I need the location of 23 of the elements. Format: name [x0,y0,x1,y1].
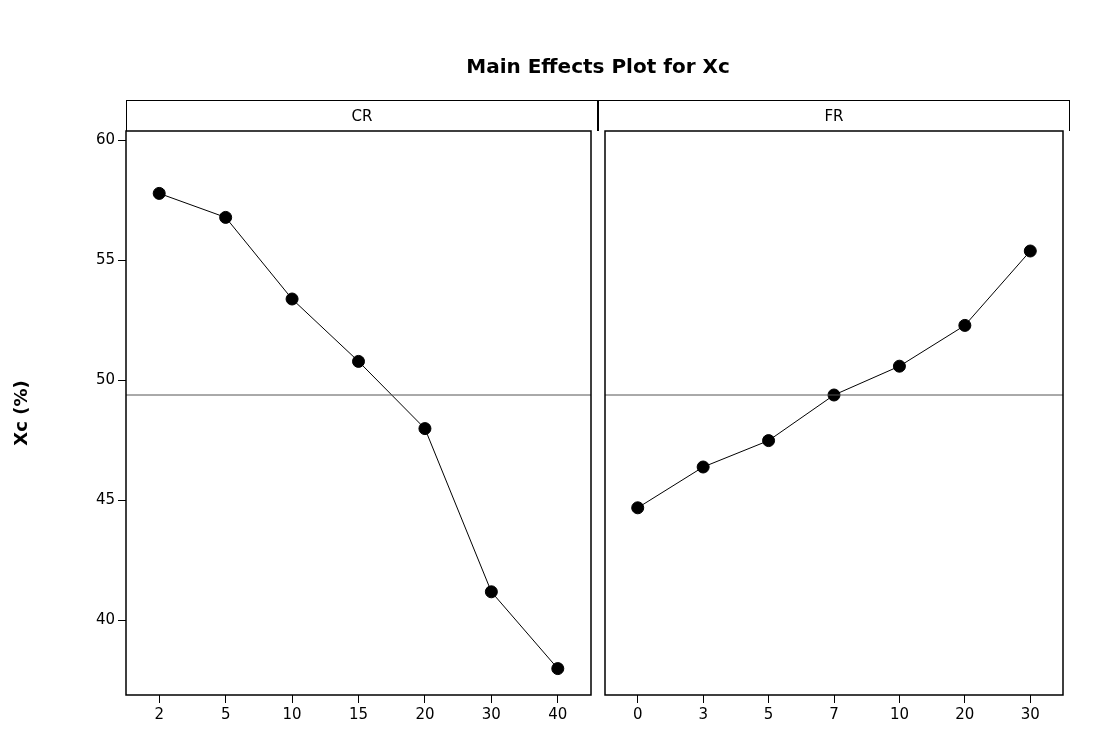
x-axis-title: FR [598,100,1070,131]
x-tick-label: 20 [955,704,975,723]
y-tick-label: 50 [95,370,115,389]
x-tick-label: 7 [829,704,839,723]
x-tick-label: 10 [282,704,302,723]
x-tick-label: 0 [632,704,643,723]
y-tick-label: 40 [95,610,115,629]
x-tick-label: 10 [889,704,909,723]
y-tick-label: 45 [95,490,115,509]
x-tick-label: 5 [220,704,231,723]
x-tick-label: 20 [415,704,435,723]
x-tick-label: 30 [481,704,501,723]
x-tick-label: 2 [154,704,164,723]
x-tick-label: 3 [698,704,708,723]
chart-title: Main Effects Plot for Xc [465,54,731,78]
y-axis-title: Xc (%) [10,380,32,446]
x-axis-title: CR [126,100,598,131]
x-tick-label: 15 [348,704,369,723]
x-tick-label: 5 [763,704,774,723]
y-tick-label: 60 [95,130,115,149]
x-tick-label: 40 [548,704,568,723]
y-tick-label: 55 [95,250,115,269]
x-tick-label: 30 [1020,704,1040,723]
